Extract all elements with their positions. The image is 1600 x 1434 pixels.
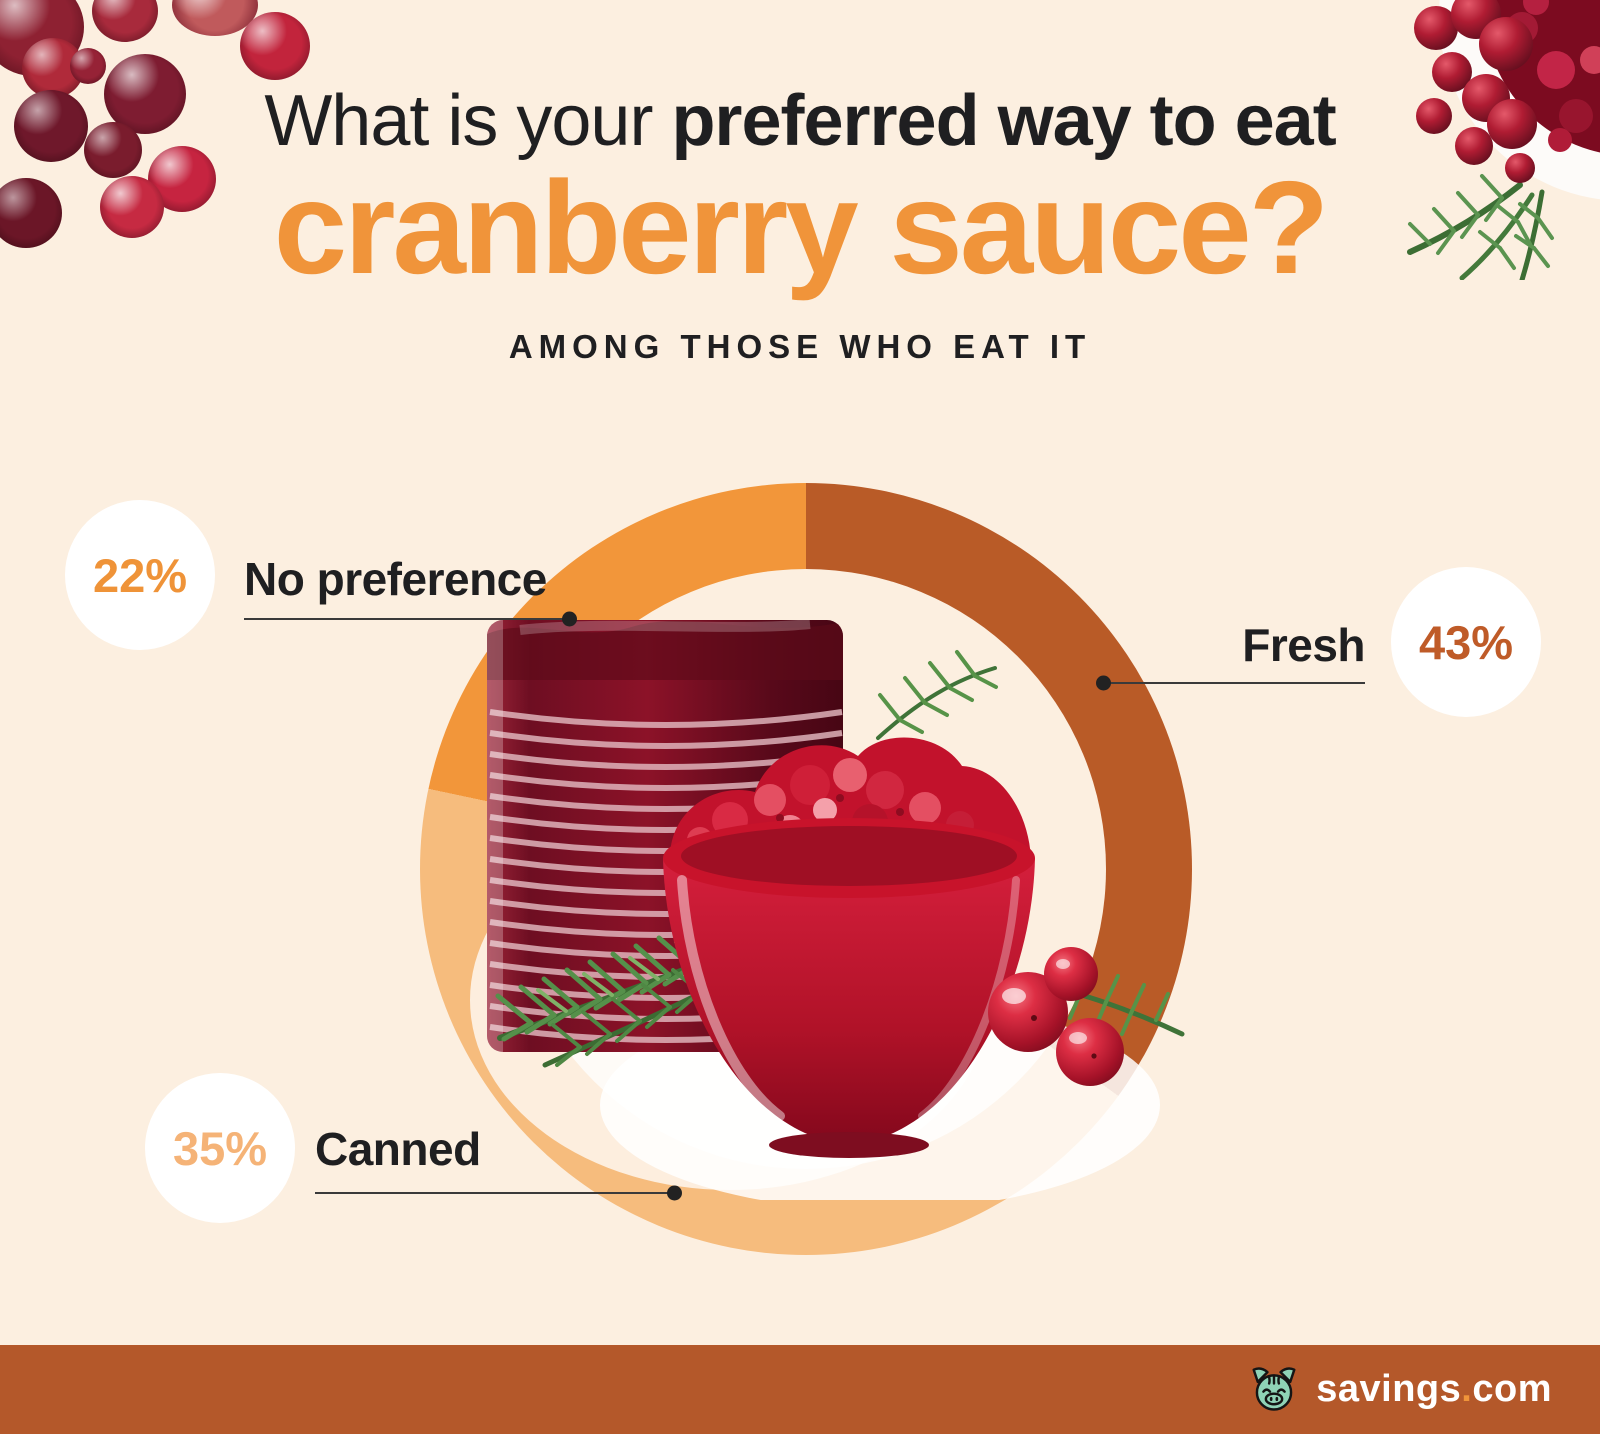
header: What is your preferred way to eat cranbe…: [0, 81, 1600, 366]
title-bold: preferred way to eat: [671, 81, 1336, 161]
brand-tld: com: [1472, 1368, 1552, 1410]
callout-line-no-preference: [244, 611, 577, 627]
brand-logo-text: savings.com: [1316, 1368, 1552, 1411]
cranberry: [84, 122, 142, 178]
cranberries-cluster: [1414, 0, 1537, 183]
cranberry: [104, 54, 186, 134]
page-title-line1: What is your preferred way to eat: [0, 81, 1600, 161]
glass-bowl-of-cranberry-sauce: [663, 650, 1035, 1158]
title-regular: What is your: [264, 81, 672, 161]
callout-dot: [667, 1185, 682, 1201]
sauce-bowl-illustration: [1407, 0, 1600, 283]
pct-value: 35%: [172, 1121, 268, 1175]
brand-dot: .: [1461, 1368, 1473, 1410]
sauce-bowl-photo-top-right: [1370, 0, 1600, 283]
cranberry-sauce-photo: [470, 620, 1185, 1200]
sauce-chunks: [1506, 0, 1600, 152]
cranberry: [70, 48, 106, 84]
cranberry: [0, 178, 62, 248]
callout-dot: [1096, 675, 1111, 691]
pct-badge-no-preference: 22%: [65, 500, 215, 650]
page-subtitle: AMONG THOSE WHO EAT IT: [508, 327, 1092, 365]
callout-line-canned: [315, 1185, 682, 1201]
pct-badge-canned: 35%: [145, 1073, 295, 1223]
callout-dot: [562, 611, 577, 627]
cranberry: [92, 0, 158, 42]
brand-name: savings: [1316, 1368, 1462, 1410]
pig-icon: [1252, 1366, 1296, 1411]
label-fresh: Fresh: [1242, 619, 1365, 671]
cranberries-trio: [988, 947, 1185, 1086]
footer-bar: savings.com: [0, 1345, 1600, 1434]
label-no-preference: No preference: [244, 553, 547, 605]
callout-line-fresh: [1096, 675, 1365, 691]
pct-value: 43%: [1418, 615, 1514, 669]
pct-value: 22%: [92, 548, 188, 602]
label-canned: Canned: [315, 1123, 481, 1175]
rosemary-sprigs: [1407, 174, 1554, 283]
rosemary-sprig-on-sauce: [876, 650, 998, 740]
pct-badge-fresh: 43%: [1391, 567, 1541, 717]
cranberry: [14, 90, 88, 162]
cranberry: [240, 12, 310, 80]
cranberry: [100, 176, 164, 238]
page-title-line2: cranberry sauce?: [273, 153, 1330, 301]
cranberries-photo-top-left: [0, 0, 330, 270]
